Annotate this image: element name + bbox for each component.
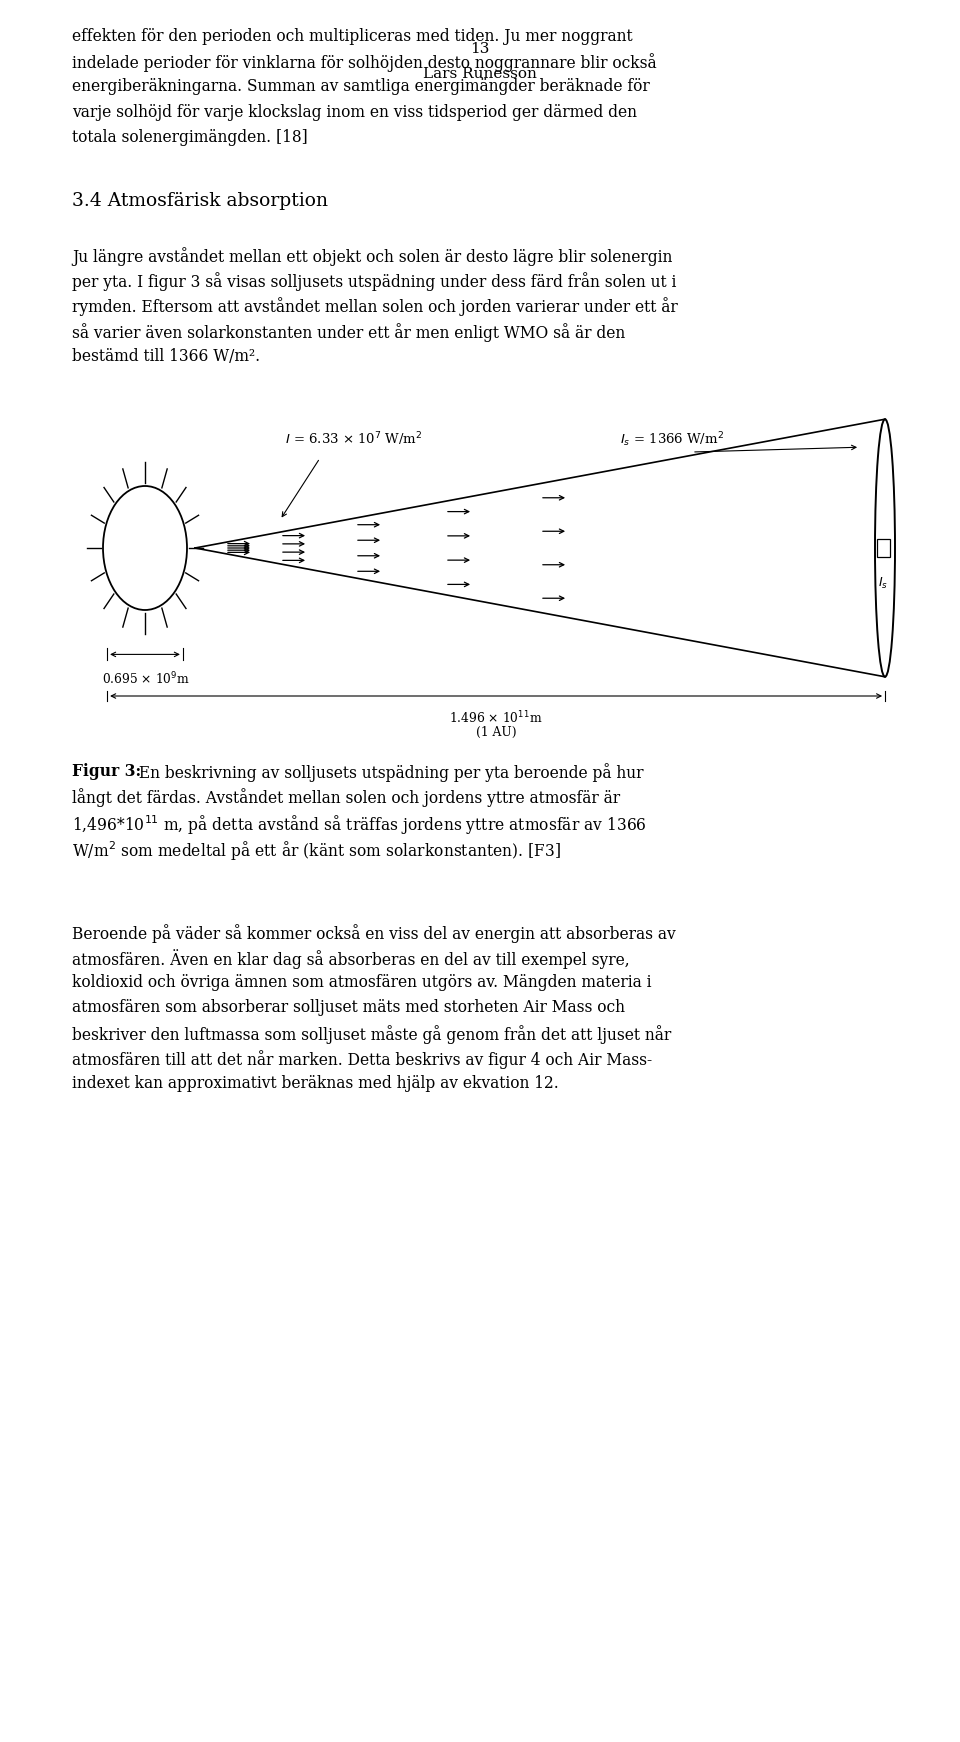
Text: effekten för den perioden och multipliceras med tiden. Ju mer noggrant: effekten för den perioden och multiplice…	[72, 28, 633, 45]
Text: beskriver den luftmassa som solljuset måste gå genom från det att ljuset når: beskriver den luftmassa som solljuset må…	[72, 1024, 671, 1043]
Text: W/m$^2$ som medeltal på ett år (känt som solarkonstanten). [F3]: W/m$^2$ som medeltal på ett år (känt som…	[72, 838, 562, 862]
Text: $I$ = 6.33 $\times$ 10$^7$ W/m$^2$: $I$ = 6.33 $\times$ 10$^7$ W/m$^2$	[285, 430, 422, 448]
Text: långt det färdas. Avståndet mellan solen och jordens yttre atmosfär är: långt det färdas. Avståndet mellan solen…	[72, 787, 620, 807]
Text: varje solhöjd för varje klockslag inom en viss tidsperiod ger därmed den: varje solhöjd för varje klockslag inom e…	[72, 103, 637, 120]
Text: indexet kan approximativt beräknas med hjälp av ekvation 12.: indexet kan approximativt beräknas med h…	[72, 1075, 559, 1092]
Text: 0.695 $\times$ 10$^9$m: 0.695 $\times$ 10$^9$m	[102, 671, 190, 686]
Text: per yta. I figur 3 så visas solljusets utspädning under dess färd från solen ut : per yta. I figur 3 så visas solljusets u…	[72, 272, 677, 291]
Text: (1 AU): (1 AU)	[476, 726, 516, 739]
Text: så varier även solarkonstanten under ett år men enligt WMO så är den: så varier även solarkonstanten under ett…	[72, 322, 625, 341]
Text: Lars Runesson: Lars Runesson	[423, 68, 537, 82]
Text: Beroende på väder så kommer också en viss del av energin att absorberas av: Beroende på väder så kommer också en vis…	[72, 923, 676, 942]
Text: En beskrivning av solljusets utspädning per yta beroende på hur: En beskrivning av solljusets utspädning …	[134, 763, 644, 782]
Text: $I_s$: $I_s$	[878, 577, 888, 591]
Text: 1.496 $\times$ 10$^{11}$m: 1.496 $\times$ 10$^{11}$m	[449, 711, 542, 726]
Text: energiberäkningarna. Summan av samtliga energimängder beräknade för: energiberäkningarna. Summan av samtliga …	[72, 78, 650, 96]
Text: 13: 13	[470, 42, 490, 56]
Text: koldioxid och övriga ämnen som atmosfären utgörs av. Mängden materia i: koldioxid och övriga ämnen som atmosfäre…	[72, 974, 652, 991]
Text: atmosfären till att det når marken. Detta beskrivs av figur 4 och Air Mass-: atmosfären till att det når marken. Dett…	[72, 1050, 652, 1068]
Text: Ju längre avståndet mellan ett objekt och solen är desto lägre blir solenergin: Ju längre avståndet mellan ett objekt oc…	[72, 247, 672, 267]
Text: atmosfären. Även en klar dag så absorberas en del av till exempel syre,: atmosfären. Även en klar dag så absorber…	[72, 949, 630, 969]
Text: atmosfären som absorberar solljuset mäts med storheten Air Mass och: atmosfären som absorberar solljuset mäts…	[72, 1000, 625, 1016]
Text: indelade perioder för vinklarna för solhöjden desto noggrannare blir också: indelade perioder för vinklarna för solh…	[72, 54, 657, 71]
Text: bestämd till 1366 W/m².: bestämd till 1366 W/m².	[72, 348, 260, 364]
Text: 1,496*10$^{11}$ m, på detta avstånd så träffas jordens yttre atmosfär av 1366: 1,496*10$^{11}$ m, på detta avstånd så t…	[72, 814, 646, 836]
Bar	[876, 538, 890, 557]
Text: rymden. Eftersom att avståndet mellan solen och jorden varierar under ett år: rymden. Eftersom att avståndet mellan so…	[72, 298, 678, 317]
Text: totala solenergimängden. [18]: totala solenergimängden. [18]	[72, 129, 308, 146]
Text: $I_s$ = 1366 W/m$^2$: $I_s$ = 1366 W/m$^2$	[620, 430, 724, 449]
Text: 3.4 Atmosfärisk absorption: 3.4 Atmosfärisk absorption	[72, 192, 328, 211]
Text: Figur 3:: Figur 3:	[72, 763, 141, 780]
